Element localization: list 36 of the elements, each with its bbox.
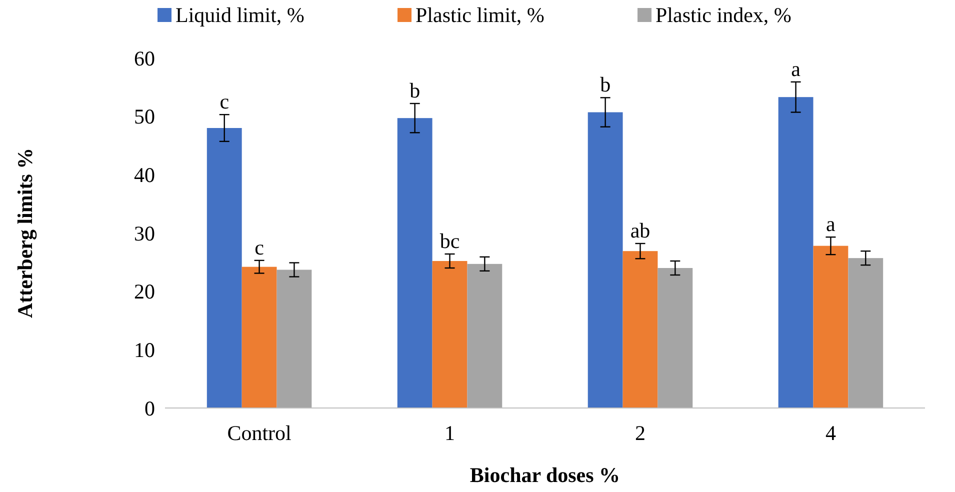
bar — [397, 118, 432, 408]
bar — [848, 258, 884, 408]
y-tick-label: 50 — [134, 104, 155, 129]
bar — [467, 264, 502, 408]
x-tick-label: 2 — [634, 421, 646, 445]
legend-label: Plastic index, % — [656, 3, 792, 27]
x-axis-title: Biochar doses % — [470, 463, 620, 487]
y-tick-label: 30 — [134, 221, 155, 246]
bar — [242, 266, 277, 408]
annotation: bc — [440, 229, 460, 253]
annotation: b — [410, 78, 420, 102]
x-tick-label: 1 — [444, 421, 456, 445]
bar — [778, 97, 814, 408]
annotation: c — [220, 90, 230, 114]
bar — [622, 251, 658, 408]
y-tick-label: 20 — [134, 280, 155, 304]
y-tick-label: 60 — [134, 46, 155, 70]
x-tick-label: Control — [227, 421, 292, 445]
annotation: ab — [630, 218, 650, 242]
bar — [206, 128, 242, 408]
y-tick-label: 10 — [134, 338, 155, 362]
y-tick-label: 0 — [144, 396, 155, 420]
bar — [813, 246, 848, 408]
bar — [658, 268, 693, 408]
y-tick-label: 40 — [134, 163, 155, 188]
annotation: c — [254, 235, 264, 260]
y-axis-title: Atterberg limits % — [13, 148, 37, 318]
legend-label: Liquid limit, % — [176, 3, 304, 27]
annotation: a — [791, 56, 802, 81]
bar — [588, 112, 623, 408]
annotation: a — [826, 212, 836, 236]
legend-label: Plastic limit, % — [416, 3, 544, 27]
annotation: b — [600, 72, 611, 97]
x-tick-label: 4 — [825, 421, 836, 445]
bar — [432, 261, 468, 408]
bar — [276, 270, 312, 408]
